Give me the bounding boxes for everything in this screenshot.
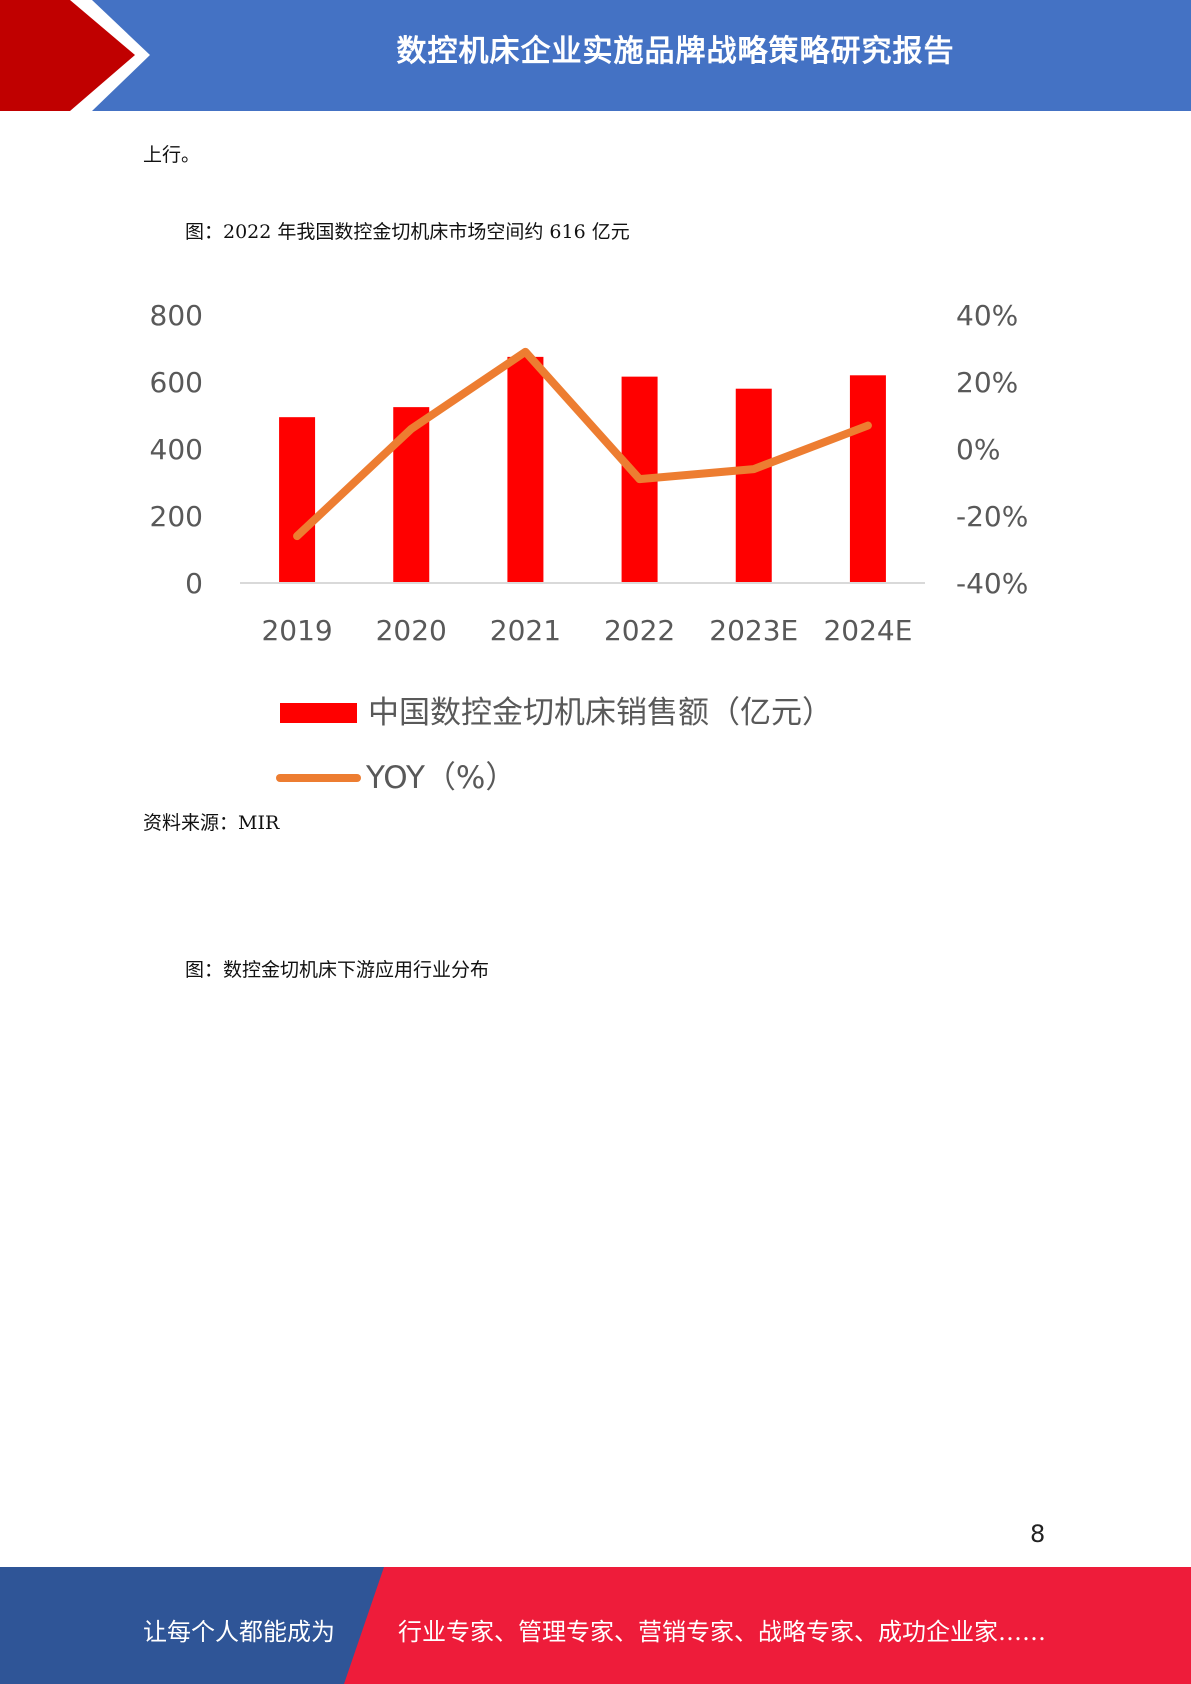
yoy-point — [751, 467, 756, 472]
right-axis-tick-label: -40% — [956, 567, 1028, 600]
left-axis-tick-label: 400 — [150, 433, 203, 466]
bar — [279, 417, 316, 583]
market-size-chart: 800 600 400 200 0 40% 20% 0% -20% -40% 2019 2020 2… — [150, 299, 1029, 796]
yoy-point — [409, 426, 414, 431]
right-axis-tick-label: -20% — [956, 500, 1028, 533]
yoy-point — [637, 477, 642, 482]
x-axis-tick-label: 2024E — [823, 614, 912, 647]
x-axis-tick-label: 2023E — [709, 614, 798, 647]
left-axis-tick-label: 0 — [185, 567, 203, 600]
legend-label-yoy: YOY（%） — [365, 760, 516, 796]
page-number: 8 — [1030, 1520, 1046, 1548]
bar — [849, 375, 886, 583]
bar — [507, 356, 544, 583]
yoy-point — [523, 349, 528, 354]
bar — [735, 388, 772, 583]
legend-label-sales: 中国数控金切机床销售额（亿元） — [368, 695, 833, 731]
figure-caption: 图：2022 年我国数控金切机床市场空间约 616 亿元 — [185, 221, 630, 243]
figure-caption-2: 图：数控金切机床下游应用行业分布 — [185, 959, 490, 981]
source-note: 资料来源：MIR — [143, 812, 280, 834]
x-axis-tick-label: 2021 — [490, 614, 561, 647]
body-text-line: 上行。 — [143, 144, 201, 166]
right-axis-tick-label: 0% — [956, 433, 1000, 466]
yoy-point — [865, 423, 870, 428]
footer-slogan-left: 让每个人都能成为 — [143, 1618, 335, 1646]
header-bar: 数控机床企业实施品牌战略策略研究报告 — [0, 0, 1191, 111]
left-axis-tick-label: 600 — [150, 366, 203, 399]
footer-bar — [0, 1567, 1191, 1684]
x-axis-tick-label: 2020 — [376, 614, 447, 647]
right-axis-tick-label: 40% — [956, 299, 1018, 332]
yoy-point — [295, 534, 300, 539]
header-arrow-decoration — [0, 0, 150, 111]
legend-swatch-bar — [280, 703, 357, 723]
report-title: 数控机床企业实施品牌战略策略研究报告 — [396, 34, 955, 69]
x-axis-tick-label: 2019 — [261, 614, 332, 647]
left-axis-tick-label: 800 — [150, 299, 203, 332]
right-axis-tick-label: 20% — [956, 366, 1018, 399]
left-axis-tick-label: 200 — [150, 500, 203, 533]
yoy-line — [293, 347, 872, 541]
footer-slogan-right: 行业专家、管理专家、营销专家、战略专家、成功企业家…… — [398, 1618, 1046, 1646]
x-axis-tick-label: 2022 — [604, 614, 675, 647]
